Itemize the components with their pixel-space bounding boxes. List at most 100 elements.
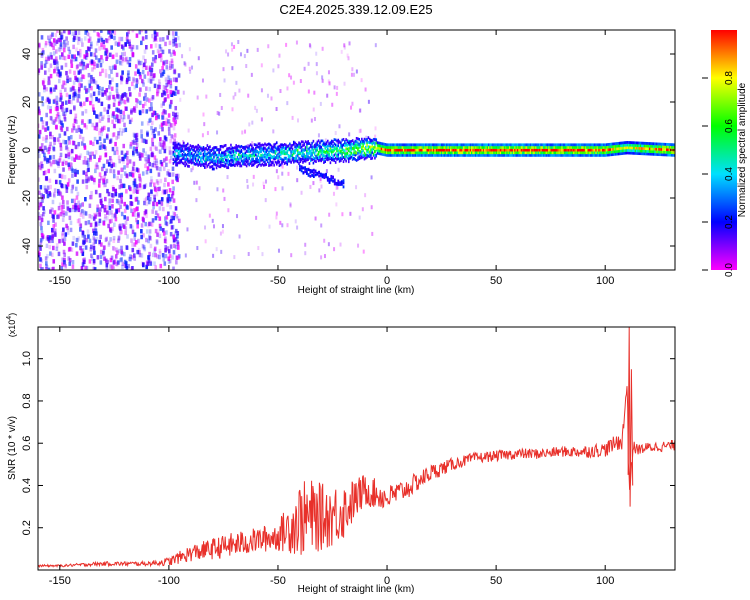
noise-cell bbox=[101, 143, 105, 149]
noise-cell bbox=[364, 193, 367, 198]
noise-cell bbox=[174, 37, 177, 42]
ridge-cell bbox=[304, 140, 307, 144]
ridge-cell bbox=[635, 152, 638, 155]
ridge-cell bbox=[189, 153, 192, 157]
ridge-cell bbox=[630, 143, 633, 147]
noise-cell bbox=[45, 261, 48, 266]
noise-cell bbox=[74, 113, 78, 118]
noise-cell bbox=[57, 158, 61, 164]
ridge-cell bbox=[371, 151, 374, 154]
noise-cell bbox=[112, 187, 115, 192]
ridge-cell bbox=[430, 146, 433, 149]
ridge-cell bbox=[490, 148, 493, 152]
ridge-cell bbox=[270, 148, 273, 152]
ridge-cell bbox=[574, 143, 576, 147]
ridge-cell bbox=[370, 141, 372, 145]
ridge-cell bbox=[528, 143, 531, 147]
ridge-cell bbox=[251, 158, 253, 161]
ridge-cell bbox=[502, 148, 504, 152]
ridge-cell bbox=[668, 145, 671, 149]
ridge-cell bbox=[537, 153, 540, 157]
ridge-cell bbox=[354, 153, 357, 157]
ridge-cell bbox=[527, 148, 529, 152]
noise-cell bbox=[189, 69, 192, 74]
noise-cell bbox=[83, 54, 87, 59]
noise-cell bbox=[119, 226, 122, 231]
ridge-cell bbox=[535, 146, 537, 149]
ridge-cell bbox=[413, 153, 415, 157]
noise-cell bbox=[93, 177, 96, 183]
noise-cell bbox=[88, 85, 92, 90]
noise-cell bbox=[99, 111, 103, 117]
noise-cell bbox=[102, 245, 106, 250]
noise-cell bbox=[71, 183, 75, 189]
noise-cell bbox=[73, 198, 76, 203]
noise-cell bbox=[358, 129, 361, 134]
ridge-cell bbox=[253, 159, 256, 163]
ridge-cell bbox=[506, 153, 508, 157]
noise-cell bbox=[47, 158, 51, 164]
noise-cell bbox=[70, 59, 73, 64]
ridge-cell bbox=[489, 143, 491, 147]
noise-cell bbox=[164, 253, 168, 259]
noise-cell bbox=[121, 56, 125, 62]
ridge-cell bbox=[275, 147, 278, 151]
ridge-cell bbox=[202, 157, 205, 161]
noise-cell bbox=[186, 227, 189, 232]
ridge-cell bbox=[548, 148, 550, 152]
ridge-cell bbox=[422, 148, 425, 152]
ridge-cell bbox=[375, 154, 378, 158]
ridge-cell bbox=[294, 157, 296, 160]
noise-cell bbox=[53, 188, 57, 193]
noise-cell bbox=[38, 202, 40, 207]
ridge-cell bbox=[404, 148, 406, 152]
ridge-cell bbox=[304, 156, 307, 160]
ridge-cell bbox=[588, 146, 591, 149]
noise-cell bbox=[83, 234, 87, 240]
ridge-cell bbox=[608, 150, 611, 154]
ridge-cell bbox=[279, 156, 282, 160]
noise-cell bbox=[65, 211, 68, 216]
ridge-cell bbox=[361, 141, 363, 145]
noise-cell bbox=[105, 88, 109, 93]
ridge-cell bbox=[554, 148, 557, 152]
noise-cell bbox=[148, 221, 151, 227]
noise-cell bbox=[60, 174, 64, 179]
noise-cell bbox=[63, 175, 67, 180]
spectrogram-y-label: Frequency (Hz) bbox=[7, 116, 18, 185]
ridge-cell bbox=[621, 146, 624, 150]
ridge-cell bbox=[398, 153, 401, 157]
noise-cell bbox=[175, 78, 178, 83]
noise-cell bbox=[93, 154, 96, 159]
ridge-cell bbox=[188, 149, 190, 153]
ridge-cell bbox=[554, 151, 557, 155]
noise-cell bbox=[40, 65, 43, 70]
noise-cell bbox=[84, 65, 87, 70]
noise-cell bbox=[117, 118, 120, 124]
ridge-cell bbox=[340, 156, 342, 160]
noise-cell bbox=[157, 89, 160, 94]
ridge-cell bbox=[367, 145, 370, 149]
noise-cell bbox=[135, 137, 139, 143]
noise-cell bbox=[83, 145, 87, 150]
noise-cell bbox=[153, 31, 157, 37]
ridge-cell bbox=[370, 154, 372, 157]
ridge-cell bbox=[378, 141, 380, 145]
ridge-cell bbox=[512, 151, 515, 155]
ridge-cell bbox=[480, 143, 482, 147]
ridge-cell bbox=[243, 147, 245, 151]
noise-cell bbox=[118, 127, 122, 133]
noise-cell bbox=[108, 240, 111, 246]
noise-cell bbox=[45, 263, 48, 269]
noise-cell bbox=[136, 224, 139, 229]
noise-cell bbox=[168, 118, 171, 124]
noise-cell bbox=[141, 36, 145, 41]
ridge-cell bbox=[651, 147, 654, 151]
noise-cell bbox=[56, 61, 59, 66]
noise-cell bbox=[94, 55, 98, 60]
ridge-cell bbox=[622, 146, 625, 150]
ridge-cell bbox=[421, 153, 423, 157]
noise-cell bbox=[113, 213, 117, 219]
ridge-cell bbox=[461, 143, 464, 147]
ridge-cell bbox=[362, 149, 364, 152]
